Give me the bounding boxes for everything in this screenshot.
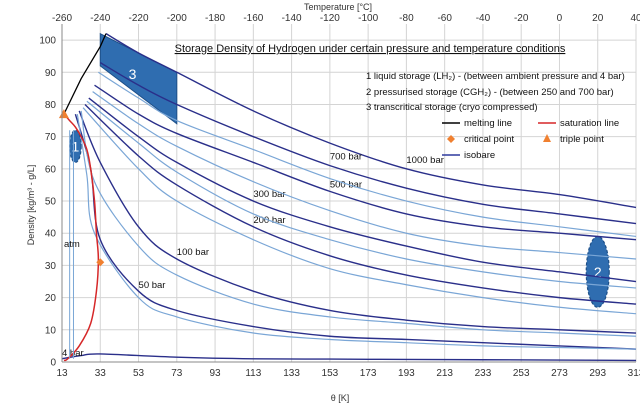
isobar-label: 100 bar (177, 247, 209, 258)
x-tick-label: 193 (398, 368, 415, 379)
isobar-unlabeled (82, 107, 637, 315)
legend-label: isobare (464, 150, 495, 161)
x-axis-label: θ [K] (331, 393, 350, 403)
y-tick-label: 40 (45, 229, 57, 240)
x2-tick-label: -240 (90, 13, 110, 24)
y-tick-label: 90 (45, 68, 57, 79)
region-label: 3 (129, 66, 137, 82)
x2-tick-label: -160 (243, 13, 263, 24)
x2-tick-label: -60 (437, 13, 452, 24)
legend-label: critical point (464, 134, 515, 145)
saturation-line (63, 113, 100, 362)
isobar-label: 50 bar (139, 280, 166, 291)
y-tick-label: 70 (45, 132, 57, 143)
y-tick-label: 0 (50, 358, 56, 369)
axes: 010203040506070809010013-26033-24053-220… (39, 13, 640, 379)
legend-line-2: 2 pressurised storage (CGH₂) - (between … (366, 87, 614, 98)
x2-tick-label: -100 (358, 13, 378, 24)
y-tick-label: 30 (45, 261, 57, 272)
region-label: 1 (71, 138, 79, 154)
x-tick-label: 53 (133, 368, 145, 379)
isobar-unlabeled (92, 91, 637, 260)
isobar-unlabeled (80, 110, 637, 337)
x2-tick-label: 0 (557, 13, 563, 24)
x-tick-label: 253 (513, 368, 530, 379)
y-tick-label: 80 (45, 100, 57, 111)
isobar-unlabeled (98, 71, 637, 238)
x2-tick-label: 20 (592, 13, 604, 24)
y-tick-label: 10 (45, 325, 57, 336)
x2-tick-label: -80 (399, 13, 414, 24)
legend-swatch (543, 134, 551, 142)
x2-tick-label: -220 (129, 13, 149, 24)
x-tick-label: 153 (322, 368, 339, 379)
isobar-700-bar (99, 62, 637, 225)
legend: melting line saturation line critical poin… (442, 118, 619, 161)
isobar-label: 300 bar (253, 189, 285, 200)
y-axis-label: Density [kg/m³ - g/L] (26, 165, 36, 246)
x-tick-label: 213 (436, 368, 453, 379)
legend-label: melting line (464, 118, 512, 129)
isobar-200-bar (84, 103, 637, 305)
isobar-4-bar (61, 353, 637, 362)
y-tick-label: 50 (45, 197, 57, 208)
legend-label: saturation line (560, 118, 619, 129)
x2-tick-label: -200 (167, 13, 187, 24)
legend-swatch (447, 135, 455, 143)
phase-lines (58, 33, 107, 362)
isobar-unlabeled (76, 114, 637, 350)
legend-line-3: 3 transcritical storage (cryo compressed… (366, 102, 538, 113)
x-tick-label: 273 (551, 368, 568, 379)
isobar-unlabeled (86, 100, 637, 289)
melting-line (63, 33, 107, 115)
atm-annotation: atm (64, 239, 80, 250)
legend-label: triple point (560, 134, 604, 145)
isobar-300-bar (88, 97, 637, 283)
x-tick-label: 173 (360, 368, 377, 379)
isobar-100-bar (78, 110, 637, 334)
chart-title: Storage Density of Hydrogen under certai… (175, 43, 566, 55)
x-tick-label: 13 (56, 368, 68, 379)
y-tick-label: 100 (39, 36, 56, 47)
x-tick-label: 73 (171, 368, 183, 379)
x-tick-label: 313 (628, 368, 640, 379)
x-tick-label: 233 (475, 368, 492, 379)
y-tick-label: 60 (45, 164, 57, 175)
triple-point-marker (58, 109, 69, 119)
x2-tick-label: -20 (514, 13, 529, 24)
chart-texts: Temperature [°C] θ [K] Density [kg/m³ - … (26, 2, 625, 403)
x2-axis-label: Temperature [°C] (304, 2, 372, 12)
isobar-label: 1000 bar (406, 155, 444, 166)
x2-tick-label: -260 (52, 13, 72, 24)
x2-tick-label: -180 (205, 13, 225, 24)
y-tick-label: 20 (45, 293, 57, 304)
x-tick-label: 113 (245, 368, 261, 379)
x2-tick-label: -140 (282, 13, 302, 24)
isobar-500-bar (94, 84, 637, 241)
x-tick-label: 133 (283, 368, 300, 379)
x2-tick-label: -40 (476, 13, 491, 24)
critical-point-marker (96, 258, 105, 267)
isobar-label: 500 bar (330, 179, 362, 190)
isobar-1000-bar (105, 33, 637, 209)
x2-tick-label: 40 (630, 13, 640, 24)
legend-line-1: 1 liquid storage (LH₂) - (between ambien… (366, 71, 625, 82)
x-tick-label: 93 (210, 368, 222, 379)
x-tick-label: 33 (95, 368, 107, 379)
region-label: 2 (594, 264, 602, 280)
x-tick-label: 293 (589, 368, 606, 379)
isobar-label: 700 bar (330, 152, 362, 163)
x2-tick-label: -120 (320, 13, 340, 24)
